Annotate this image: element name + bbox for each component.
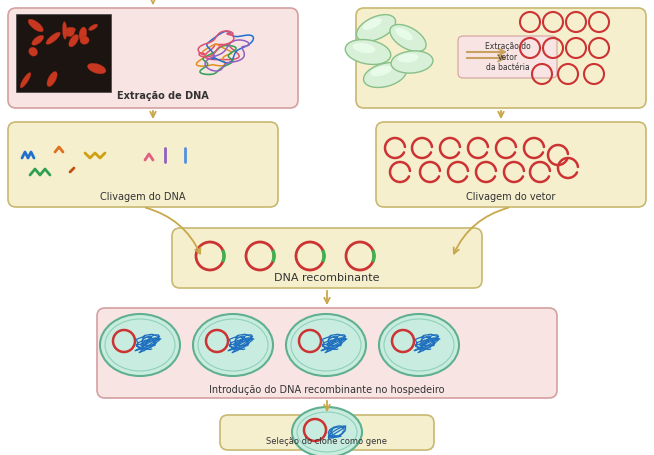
Ellipse shape	[362, 18, 382, 30]
Ellipse shape	[29, 47, 38, 56]
Ellipse shape	[398, 54, 419, 62]
Ellipse shape	[390, 25, 426, 51]
Text: Clivagem do DNA: Clivagem do DNA	[100, 192, 186, 202]
Ellipse shape	[20, 72, 31, 88]
Ellipse shape	[100, 314, 180, 376]
Text: Extração do
vetor
da bactéria: Extração do vetor da bactéria	[485, 42, 530, 72]
Ellipse shape	[379, 314, 459, 376]
Ellipse shape	[65, 28, 75, 36]
Ellipse shape	[370, 66, 392, 76]
Ellipse shape	[88, 63, 106, 74]
Text: Seleção do clone como gene: Seleção do clone como gene	[266, 438, 388, 446]
Ellipse shape	[62, 22, 67, 39]
FancyBboxPatch shape	[172, 228, 482, 288]
FancyBboxPatch shape	[8, 122, 278, 207]
Ellipse shape	[193, 314, 273, 376]
Ellipse shape	[345, 40, 390, 65]
Ellipse shape	[356, 15, 396, 41]
Ellipse shape	[79, 27, 87, 41]
Ellipse shape	[395, 28, 413, 40]
Text: Clivagem do vetor: Clivagem do vetor	[466, 192, 556, 202]
Ellipse shape	[88, 24, 97, 30]
Ellipse shape	[28, 19, 43, 32]
Ellipse shape	[391, 51, 433, 73]
FancyBboxPatch shape	[97, 308, 557, 398]
Ellipse shape	[32, 35, 44, 46]
FancyBboxPatch shape	[356, 8, 646, 108]
FancyBboxPatch shape	[220, 415, 434, 450]
Ellipse shape	[46, 32, 60, 45]
Ellipse shape	[353, 43, 375, 53]
Ellipse shape	[364, 62, 406, 87]
FancyBboxPatch shape	[458, 36, 557, 78]
Text: Extração de DNA: Extração de DNA	[117, 91, 209, 101]
Ellipse shape	[69, 35, 78, 47]
Text: DNA recombinante: DNA recombinante	[274, 273, 380, 283]
FancyBboxPatch shape	[376, 122, 646, 207]
Bar	[16, 14, 111, 92]
Ellipse shape	[80, 36, 89, 44]
Ellipse shape	[64, 27, 76, 34]
Ellipse shape	[292, 407, 362, 455]
Ellipse shape	[286, 314, 366, 376]
FancyBboxPatch shape	[8, 8, 298, 108]
Ellipse shape	[47, 71, 58, 86]
Text: Introdução do DNA recombinante no hospedeiro: Introdução do DNA recombinante no hosped…	[209, 385, 445, 395]
